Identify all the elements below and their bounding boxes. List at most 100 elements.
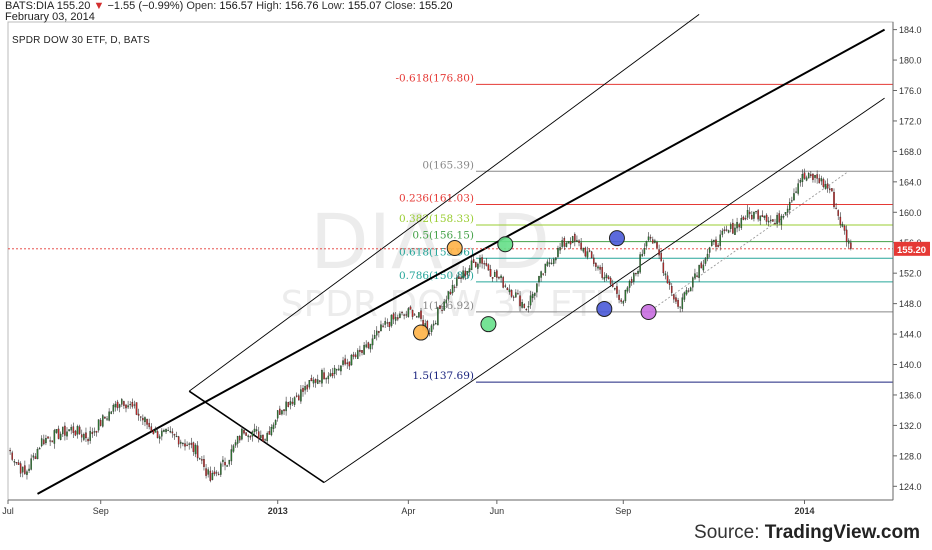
pivot-marker (413, 324, 429, 341)
close-value: 155.20 (418, 0, 453, 12)
candle-up (729, 224, 732, 229)
candle-up (207, 469, 209, 475)
candle-up (251, 431, 254, 437)
candle-down (441, 309, 443, 311)
candle-down (668, 282, 671, 285)
candle-down (403, 314, 405, 316)
candle-up (285, 401, 287, 412)
candle-up (38, 447, 41, 450)
candle-up (304, 386, 306, 391)
candle-down (751, 215, 753, 220)
candle-up (437, 307, 439, 326)
candle-up (182, 442, 184, 445)
pivot-marker (497, 236, 514, 253)
candle-down (635, 273, 637, 275)
candle-up (83, 434, 85, 440)
candle-up (194, 444, 197, 455)
candle-up (721, 230, 724, 235)
candle-up (316, 379, 319, 384)
candle-up (780, 215, 783, 225)
candle-up (791, 200, 793, 202)
candle-up (289, 401, 292, 406)
candle-down (346, 362, 349, 365)
candle-down (428, 333, 431, 335)
candle-down (601, 267, 603, 278)
candle-down (700, 262, 703, 269)
x-tick-label: Jul (2, 506, 14, 516)
candle-down (306, 384, 308, 390)
candle-up (576, 240, 578, 242)
candle-up (557, 247, 559, 257)
candle-up (451, 284, 454, 294)
header-date: February 03, 2014 (5, 11, 95, 23)
candle-up (308, 380, 311, 388)
candle-up (479, 257, 481, 264)
candle-down (843, 225, 846, 231)
candle-up (180, 441, 182, 444)
candle-up (222, 459, 224, 462)
candle-down (675, 297, 677, 302)
candle-up (538, 275, 540, 283)
candle-up (559, 247, 561, 251)
candle-down (590, 251, 593, 259)
candle-down (439, 305, 441, 309)
candle-up (603, 277, 606, 280)
candle-down (475, 262, 477, 267)
candle-down (822, 179, 825, 187)
candle-up (390, 314, 393, 326)
candle-up (335, 368, 338, 371)
candle-down (772, 219, 774, 222)
candle-down (243, 430, 245, 434)
candle-up (21, 466, 24, 473)
candle-down (186, 444, 188, 446)
candle-up (342, 360, 344, 365)
candle-up (340, 365, 342, 372)
low-value: 155.07 (347, 0, 382, 12)
candle-up (462, 270, 464, 279)
candle-down (580, 242, 582, 250)
candle-up (797, 183, 799, 194)
candle-up (746, 210, 749, 218)
candle-down (413, 314, 416, 316)
candle-up (66, 431, 68, 437)
candle-up (169, 431, 172, 433)
candle-down (310, 378, 313, 382)
candle-down (525, 309, 528, 311)
candle-down (196, 445, 199, 459)
candle-down (49, 440, 51, 442)
candle-up (466, 271, 469, 275)
open-label: Open: (186, 0, 217, 12)
last-price-tag (894, 241, 930, 256)
y-tick-label: 168.0 (899, 147, 922, 157)
lower-channel-line (323, 97, 885, 483)
candle-down (839, 216, 842, 225)
candle-up (167, 429, 169, 432)
candle-up (586, 251, 589, 258)
candle-up (685, 290, 688, 295)
candle-up (540, 271, 542, 278)
candle-down (344, 358, 346, 365)
candle-up (363, 344, 365, 355)
x-tick-label: Sep (615, 506, 631, 516)
watermark-name: SPDR DOW 30 ETF (281, 284, 616, 325)
candle-down (472, 259, 475, 263)
candle-up (753, 211, 755, 219)
candle-up (266, 433, 268, 442)
candle-up (26, 471, 28, 475)
candle-up (384, 321, 386, 325)
candle-down (748, 211, 751, 215)
candle-down (837, 210, 839, 216)
candle-up (814, 174, 816, 178)
y-tick-label: 148.0 (899, 299, 922, 309)
candle-up (534, 292, 536, 296)
candle-up (357, 350, 359, 359)
candle-down (510, 290, 513, 297)
last-price-tag-label: 155.20 (897, 245, 926, 256)
candle-up (694, 273, 696, 279)
candle-up (36, 449, 39, 460)
fib-level-label: -0.618(176.80) (395, 72, 474, 84)
candle-up (571, 236, 574, 244)
candle-up (281, 410, 283, 415)
candle-down (295, 395, 298, 397)
